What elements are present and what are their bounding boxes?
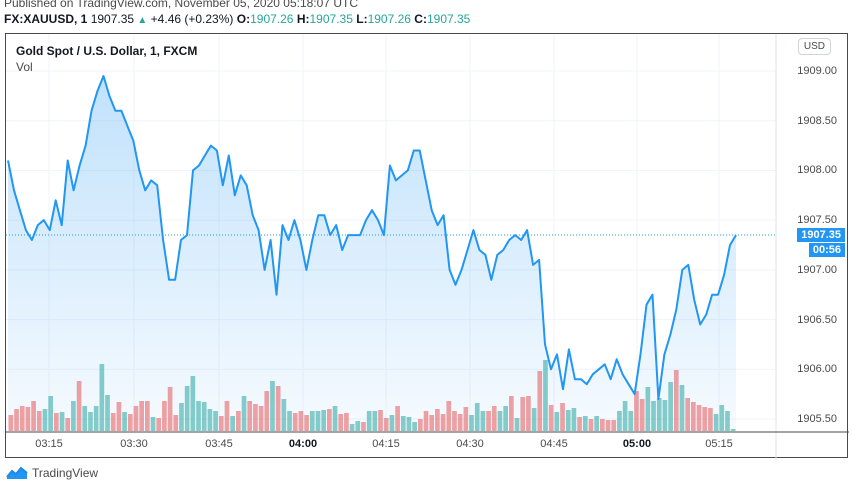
price-axis-label: 1907.50 bbox=[797, 214, 837, 227]
price-axis-label: 1907.00 bbox=[797, 263, 837, 276]
price-axis-label: 1908.50 bbox=[797, 114, 837, 127]
price-axis-label: 1906.50 bbox=[797, 313, 837, 326]
high-label: H: bbox=[296, 12, 310, 26]
up-arrow-icon: ▲ bbox=[137, 15, 148, 26]
time-axis-label: 03:45 bbox=[205, 438, 233, 450]
price-axis-label: 1908.00 bbox=[797, 164, 837, 177]
price-chart-canvas[interactable] bbox=[6, 34, 849, 459]
time-axis-label: 04:15 bbox=[372, 438, 400, 450]
close-value: 1907.35 bbox=[426, 12, 471, 26]
last-price-tag: 1907.35 bbox=[797, 228, 845, 243]
last-price: 1907.35 bbox=[90, 12, 135, 26]
time-axis-label: 03:15 bbox=[35, 438, 63, 450]
bar-countdown-tag: 00:56 bbox=[808, 243, 845, 258]
close-label: C: bbox=[414, 12, 427, 26]
currency-badge[interactable]: USD bbox=[797, 38, 831, 55]
published-caption: Published on TradingView.com, November 0… bbox=[4, 0, 358, 10]
time-axis-label: 05:15 bbox=[705, 438, 733, 450]
time-axis-label: 04:00 bbox=[288, 438, 318, 450]
volume-indicator-label[interactable]: Vol bbox=[16, 60, 33, 74]
price-axis-label: 1905.50 bbox=[797, 413, 837, 425]
price-change: +4.46 (+0.23%) bbox=[150, 12, 234, 26]
open-value: 1907.26 bbox=[250, 12, 294, 26]
time-axis-label: 04:30 bbox=[456, 438, 484, 450]
series-title: Gold Spot / U.S. Dollar, 1, FXCM bbox=[16, 44, 198, 58]
footer-brand: TradingView bbox=[6, 466, 98, 480]
price-axis-label: 1909.00 bbox=[797, 65, 837, 77]
time-axis-label: 04:45 bbox=[540, 438, 568, 450]
time-axis-label: 05:00 bbox=[622, 438, 652, 450]
low-value: 1907.26 bbox=[367, 12, 411, 26]
chart-frame[interactable]: Gold Spot / U.S. Dollar, 1, FXCM Vol USD… bbox=[5, 33, 849, 459]
time-axis-label: 03:30 bbox=[120, 438, 148, 450]
low-label: L: bbox=[356, 12, 368, 26]
symbol-legend: FX:XAUUSD, 1 1907.35 ▲ +4.46 (+0.23%) O:… bbox=[4, 12, 470, 26]
symbol-name: FX:XAUUSD, 1 bbox=[4, 12, 88, 26]
brand-name: TradingView bbox=[32, 466, 99, 480]
price-axis-label: 1906.00 bbox=[797, 363, 837, 376]
open-label: O: bbox=[236, 12, 251, 26]
tradingview-logo-icon bbox=[6, 466, 28, 479]
high-value: 1907.35 bbox=[309, 12, 353, 26]
